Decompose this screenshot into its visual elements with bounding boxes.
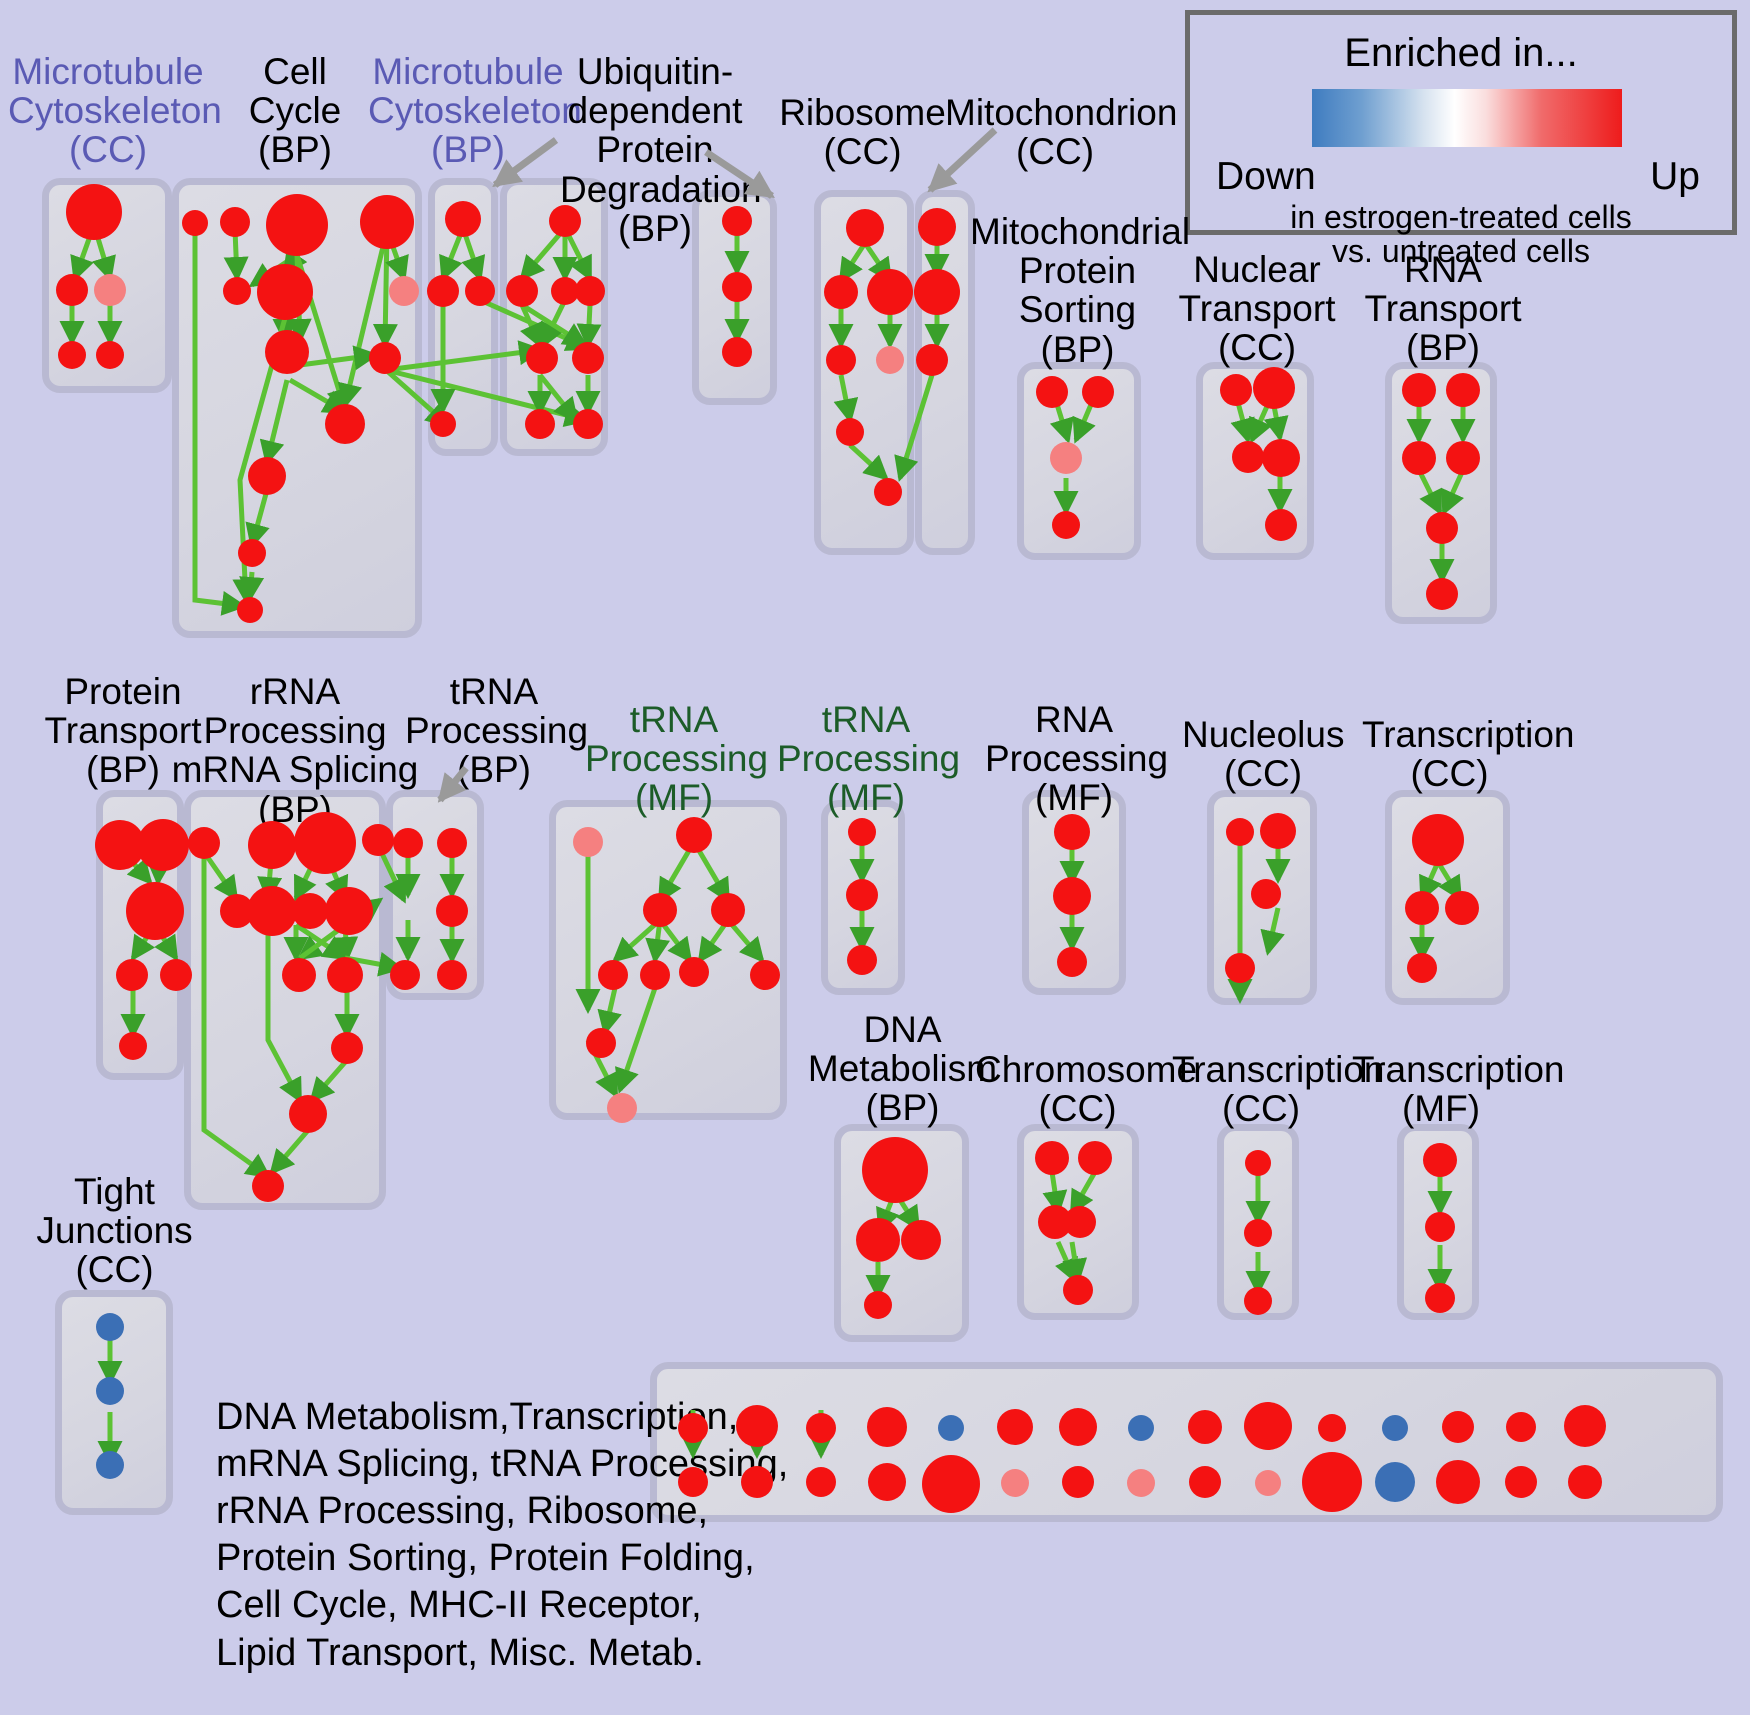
cluster-box-chromosome-cc[interactable] (1017, 1124, 1139, 1320)
label-trna-processing-mf-small: tRNA Processing (MF) (777, 699, 961, 819)
cluster-box-transcription-cc-upper[interactable] (1385, 790, 1510, 1005)
label-mitochondrial-protein-sorting-bp: Mitochondrial Protein Sorting (BP) (970, 211, 1191, 370)
label-rna-processing-mf: RNA Processing (MF) (985, 699, 1169, 819)
label-transcription-cc-upper: Transcription (CC) (1362, 714, 1575, 795)
legend-title: Enriched in... (1344, 31, 1578, 75)
label-rna-transport-bp: RNA Transport (BP) (1364, 249, 1522, 369)
label-nuclear-transport-cc: Nuclear Transport (CC) (1178, 249, 1336, 369)
cluster-box-rna-processing-mf[interactable] (1022, 790, 1126, 995)
label-chromosome-cc: Chromosome (CC) (975, 1049, 1198, 1130)
label-ribosome-cc: Ribosome (CC) (779, 92, 946, 173)
label-microtubule-cytoskeleton-cc: Microtubule Cytoskeleton (CC) (8, 51, 222, 171)
label-tight-junctions-cc: Tight Junctions (CC) (36, 1171, 193, 1291)
cluster-box-microtubule-cytoskeleton-bp[interactable] (428, 178, 498, 456)
label-dna-metabolism-bp: DNA Metabolism (BP) (807, 1009, 998, 1129)
cluster-box-transcription-cc-lower[interactable] (1217, 1124, 1299, 1320)
label-cell-cycle-bp: Cell Cycle (BP) (248, 51, 342, 171)
cluster-box-nuclear-transport-cc[interactable] (1196, 362, 1314, 560)
cluster-box-nucleolus-cc[interactable] (1207, 790, 1317, 1005)
legend-colorbar (1312, 89, 1622, 147)
cluster-box-microtubule-cytoskeleton-cc[interactable] (42, 178, 172, 393)
misc-singletons-caption: DNA Metabolism,Transcription, mRNA Splic… (216, 1396, 789, 1674)
legend-panel: Enriched in... Down Up in estrogen-treat… (1185, 10, 1737, 267)
legend-down-label: Down (1216, 155, 1316, 198)
cluster-box-misc-singletons[interactable] (650, 1362, 1723, 1522)
legend-up-label: Up (1650, 155, 1700, 198)
cluster-box-trna-processing-mf-large[interactable] (549, 800, 787, 1120)
cluster-box-rna-transport-bp[interactable] (1385, 362, 1497, 624)
cluster-box-mitochondrion-cc[interactable] (915, 190, 975, 555)
label-ubiquitin-degradation-bp: Ubiquitin- dependent Protein Degradation… (560, 51, 762, 249)
cluster-box-cell-cycle-bp[interactable] (172, 178, 422, 638)
cluster-box-trna-processing-mf-small[interactable] (821, 800, 905, 995)
cluster-box-mitochondrial-protein-sorting-bp[interactable] (1017, 362, 1141, 560)
cluster-box-rrna-mrna-bp[interactable] (184, 790, 386, 1210)
label-protein-transport-bp: Protein Transport (BP) (44, 671, 202, 791)
label-nucleolus-cc: Nucleolus (CC) (1182, 714, 1345, 795)
cluster-box-dna-metabolism-bp[interactable] (834, 1124, 969, 1342)
cluster-box-tight-junctions-cc[interactable] (55, 1290, 173, 1515)
label-transcription-mf: Transcription (MF) (1352, 1049, 1565, 1130)
cluster-box-ribosome-cc[interactable] (814, 190, 914, 555)
label-transcription-cc-lower: Transcription (CC) (1172, 1049, 1385, 1130)
label-microtubule-cytoskeleton-bp: Microtubule Cytoskeleton (BP) (368, 51, 582, 171)
label-trna-processing-mf-large: tRNA Processing (MF) (585, 699, 769, 819)
legend-subtitle: in estrogen-treated cells vs. untreated … (1290, 199, 1632, 269)
label-trna-processing-bp: tRNA Processing (BP) (405, 671, 589, 791)
label-rrna-mrna-bp: rRNA Processing mRNA Splicing (BP) (171, 671, 419, 830)
cluster-box-protein-transport-bp[interactable] (96, 790, 184, 1080)
label-mitochondrion-cc: Mitochondrion (CC) (945, 92, 1178, 173)
cluster-box-transcription-mf[interactable] (1397, 1124, 1479, 1320)
